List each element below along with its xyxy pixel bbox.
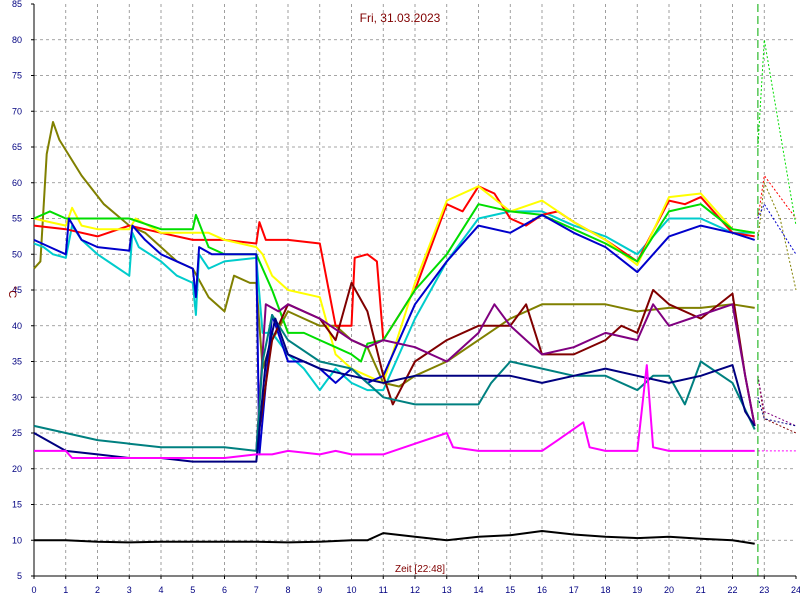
series-line-10 (33, 317, 756, 463)
series-line-1 (33, 121, 755, 388)
y-tick-label: 20 (12, 464, 22, 474)
series-line-5 (33, 203, 755, 363)
series-forecast-10 (757, 397, 797, 427)
x-tick-label: 6 (222, 585, 227, 595)
x-tick-label: 16 (537, 585, 547, 595)
series-lines (33, 39, 797, 545)
y-tick-label: 75 (12, 71, 22, 81)
x-tick-label: 5 (190, 585, 195, 595)
series-forecast-5 (757, 39, 797, 226)
x-tick-label: 21 (696, 585, 706, 595)
series-line-9 (33, 314, 756, 452)
x-tick-label: 11 (379, 585, 388, 595)
x-tick-label: 7 (254, 585, 259, 595)
x-tick-label: 4 (158, 585, 163, 595)
x-tick-label: 12 (410, 585, 420, 595)
y-tick-label: 25 (12, 428, 22, 438)
x-tick-label: 2 (95, 585, 100, 595)
x-tick-label: 13 (442, 585, 452, 595)
x-tick-label: 18 (600, 585, 610, 595)
y-tick-label: 5 (17, 571, 22, 581)
y-tick-label: 60 (12, 178, 22, 188)
series-line-8 (255, 303, 756, 451)
chart-title: Fri, 31.03.2023 (360, 11, 441, 25)
x-tick-label: 8 (285, 585, 290, 595)
y-tick-label: 30 (12, 392, 22, 402)
x-tick-label: 9 (317, 585, 322, 595)
y-tick-label: 55 (12, 214, 22, 224)
x-tick-label: 15 (505, 585, 515, 595)
x-axis-label: Zeit [22:48] (395, 564, 445, 575)
x-tick-label: 1 (63, 585, 68, 595)
series-line-11 (34, 364, 755, 459)
series-line-12 (34, 530, 755, 545)
x-tick-label: 3 (127, 585, 132, 595)
series-line-2 (33, 210, 755, 392)
x-tick-label: 0 (31, 585, 36, 595)
series-forecast-6 (757, 203, 797, 255)
y-tick-label: 45 (12, 285, 22, 295)
x-tick-label: 19 (632, 585, 642, 595)
series-line-4 (33, 185, 755, 384)
y-tick-label: 80 (12, 35, 22, 45)
x-tick-label: 22 (727, 585, 737, 595)
x-tick-label: 10 (346, 585, 356, 595)
y-tick-label: 50 (12, 249, 22, 259)
x-tick-label: 24 (791, 585, 800, 595)
x-tick-labels: 0 1 2 3 4 5 6 7 8 9 10 11 12 13 14 15 16 17 18 19 20 21 22 23 24 (31, 576, 800, 595)
x-tick-label: 20 (664, 585, 674, 595)
y-tick-label: 15 (12, 500, 22, 510)
y-tick-label: 35 (12, 357, 22, 367)
series-forecast-1 (757, 180, 797, 291)
y-tick-label: 85 (12, 0, 22, 9)
y-tick-label: 70 (12, 106, 22, 116)
y-tick-labels: 5 10 15 20 25 30 35 40 45 50 55 60 65 70 75 80 85 (12, 0, 34, 581)
grid (34, 4, 796, 576)
series-forecast-8 (757, 375, 797, 427)
y-tick-label: 65 (12, 142, 22, 152)
series-line-6 (33, 213, 756, 456)
x-tick-label: 17 (569, 585, 579, 595)
y-tick-label: 10 (12, 535, 22, 545)
x-tick-label: 23 (759, 585, 769, 595)
x-tick-label: 14 (473, 585, 483, 595)
y-tick-label: 40 (12, 321, 22, 331)
y-axis-label: °C (6, 286, 18, 298)
